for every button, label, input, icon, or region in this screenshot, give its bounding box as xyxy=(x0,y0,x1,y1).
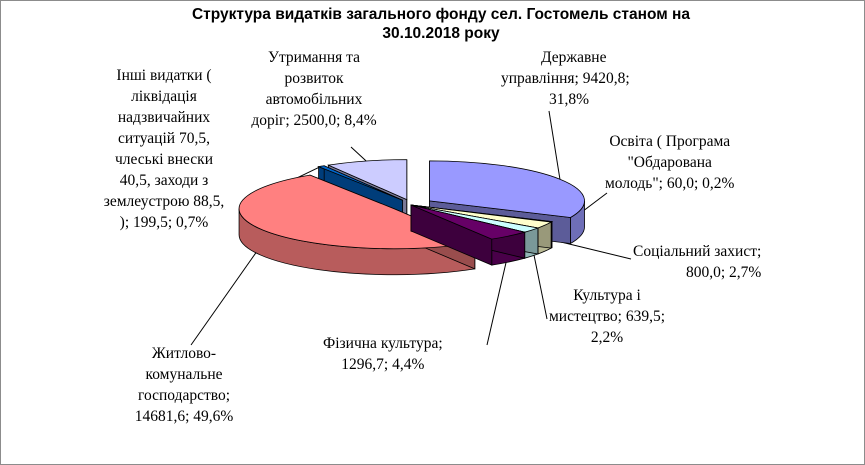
label-line: Житлово- xyxy=(151,345,217,362)
leader-line-kultura xyxy=(531,243,548,320)
pie-slice-top xyxy=(429,160,585,218)
chart-title: Структура видатків загального фонду сел.… xyxy=(101,5,781,43)
data-label-fizychna-kultura: Фізична культура; 1296,7; 4,4% xyxy=(323,333,443,375)
label-line: 14681,6; 49,6% xyxy=(134,408,234,425)
label-line: Освіта ( Програма xyxy=(609,133,731,150)
chart-title-line-1: Структура видатків загального фонду сел.… xyxy=(191,6,691,23)
pie-slice-top xyxy=(317,165,403,201)
label-line: надзвичайних xyxy=(117,109,211,126)
label-line: Утримання та xyxy=(267,49,360,66)
label-line: мистецтво; 639,5; xyxy=(549,308,666,325)
label-line: члеські внески xyxy=(114,151,214,168)
label-line: 31,8% xyxy=(549,91,590,108)
label-line: комунальне xyxy=(145,366,223,383)
label-line: Соціальний захист; xyxy=(633,243,762,260)
data-label-kultura-i-mystetstvo: Культура і мистецтво; 639,5; 2,2% xyxy=(549,285,665,348)
pie-slices xyxy=(238,159,585,276)
label-line: Інші видатки ( xyxy=(116,67,212,84)
label-line: 2,2% xyxy=(590,329,624,346)
label-line: доріг; 2500,0; 8,4% xyxy=(251,112,377,129)
label-line: ліквідація xyxy=(131,88,197,105)
label-line: господарство; xyxy=(137,387,231,404)
leader-line-zhkg xyxy=(190,242,264,346)
label-line: Державне xyxy=(541,49,607,66)
label-line: розвиток xyxy=(284,70,344,87)
data-label-osvita: Освіта ( Програма "Обдарована молодь"; 6… xyxy=(605,131,734,194)
label-line: 800,0; 2,7% xyxy=(685,264,762,281)
pie-slice-top xyxy=(410,204,527,240)
label-line: землеустрою 88,5, xyxy=(103,193,225,210)
data-label-sotsialnyi-zakhyst: Соціальний захист; 800,0; 2,7% xyxy=(633,241,761,283)
leader-line-derzh xyxy=(548,110,561,180)
label-line: 40,5, заходи з xyxy=(119,172,209,189)
leader-line-fizkult xyxy=(486,248,510,346)
label-line: автомобільних xyxy=(265,91,363,108)
label-line: "Обдарована xyxy=(627,154,712,171)
data-label-avtomobilni-dorogy: Утримання та розвиток автомобільних дорі… xyxy=(239,47,389,131)
label-line: Культура і xyxy=(573,287,641,304)
label-line: ); 199,5; 0,7% xyxy=(119,214,209,231)
label-line: управління; 9420,8; xyxy=(501,70,630,87)
data-label-inshi-vydatky: Інші видатки ( ліквідація надзвичайних с… xyxy=(83,65,245,233)
chart-title-line-2: 30.10.2018 року xyxy=(382,25,500,42)
label-line: молодь"; 60,0; 0,2% xyxy=(605,175,735,192)
data-label-zhytlovo-komunalne: Житлово- комунальне господарство; 14681,… xyxy=(109,343,259,427)
leader-line-dorogy xyxy=(350,146,367,162)
data-label-derzhavne-upravlinnia: Державне управління; 9420,8; 31,8% xyxy=(501,47,630,110)
pie-slice-fizkult xyxy=(410,204,527,266)
label-line: Фізична культура; xyxy=(323,335,443,352)
pie-slice-top xyxy=(326,159,408,201)
label-line: 1296,7; 4,4% xyxy=(341,356,425,373)
label-line: ситуацій 70,5, xyxy=(118,130,210,147)
